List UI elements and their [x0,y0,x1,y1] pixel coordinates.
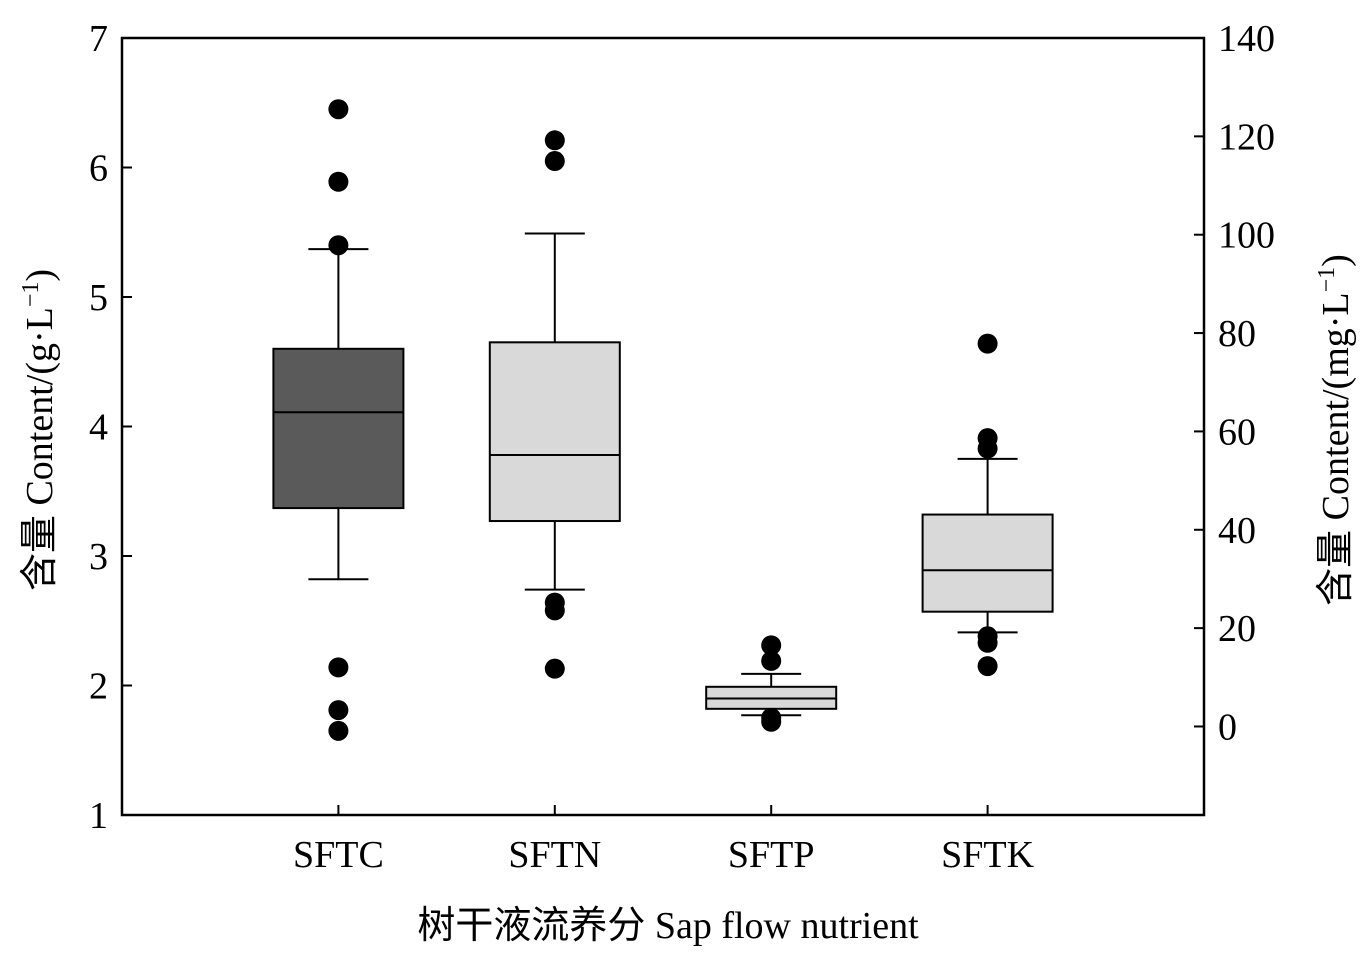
left-tick-label: 3 [89,536,108,578]
outlier-point [328,721,348,741]
box-body [923,515,1053,612]
category-label: SFTP [728,834,815,876]
outlier-point [545,151,565,171]
outlier-point [545,130,565,150]
outlier-point [545,600,565,620]
left-tick-label: 6 [89,148,108,190]
right-tick-label: 80 [1218,313,1256,355]
box-sftc [273,99,403,741]
box-body [490,342,620,521]
outlier-point [978,334,998,354]
outlier-point [545,659,565,679]
left-tick-label: 1 [89,795,108,837]
outlier-point [328,99,348,119]
x-axis-title: 树干液流养分 Sap flow nutrient [417,905,919,947]
right-tick-label: 140 [1218,18,1275,60]
category-label: SFTC [293,834,384,876]
right-tick-label: 0 [1218,706,1237,748]
outlier-point [978,633,998,653]
outlier-point [328,235,348,255]
right-tick-label: 60 [1218,411,1256,453]
right-tick-label: 100 [1218,215,1275,257]
outlier-point [978,439,998,459]
right-tick-label: 40 [1218,510,1256,552]
outlier-point [328,172,348,192]
left-axis: 1 2 3 4 5 6 7 [89,18,132,837]
category-label: SFTN [508,834,601,876]
outlier-point [761,712,781,732]
right-axis: 0 20 40 60 80 100 120 140 [1194,18,1275,748]
left-axis-title: 含量 Content/(g·L−1) [18,269,61,591]
outlier-point [328,657,348,677]
right-tick-label: 20 [1218,608,1256,650]
outlier-point [328,700,348,720]
box-sftk [923,334,1053,676]
left-tick-label: 4 [89,407,108,449]
right-axis-title: 含量 Content/(mg·L−1) [1314,254,1357,606]
left-tick-label: 5 [89,277,108,319]
left-tick-label: 7 [89,18,108,60]
left-tick-label: 2 [89,666,108,708]
box-sftp [706,635,836,731]
right-tick-label: 120 [1218,116,1275,158]
box-body [273,349,403,508]
box-sftn [490,130,620,678]
outlier-point [761,651,781,671]
boxes [273,99,1052,741]
outlier-point [978,656,998,676]
category-label: SFTK [941,834,1034,876]
